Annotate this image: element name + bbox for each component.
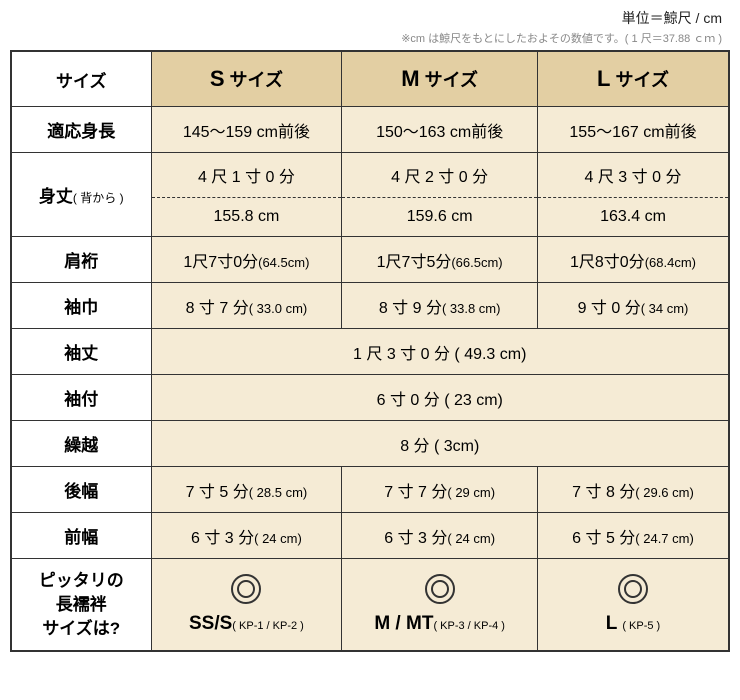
- cell: 4 尺 1 寸 0 分: [151, 153, 342, 198]
- cell: 8 分 ( 3cm): [151, 421, 729, 467]
- label-ushirohaba: 後幅: [11, 467, 151, 513]
- cell: 6 寸 5 分( 24.7 cm): [537, 513, 729, 559]
- cell: 8 寸 7 分( 33.0 cm): [151, 283, 342, 329]
- cell: 4 尺 3 寸 0 分: [537, 153, 729, 198]
- row-maehaba: 前幅 6 寸 3 分( 24 cm) 6 寸 3 分( 24 cm) 6 寸 5…: [11, 513, 729, 559]
- cell: 4 尺 2 寸 0 分: [342, 153, 538, 198]
- cell: 1尺7寸0分(64.5cm): [151, 237, 342, 283]
- unit-note: 単位＝鯨尺 / cm: [10, 8, 722, 28]
- row-yuki: 肩裄 1尺7寸0分(64.5cm) 1尺7寸5分(66.5cm) 1尺8寸0分(…: [11, 237, 729, 283]
- label-sodetsuke: 袖付: [11, 375, 151, 421]
- row-sodehaba: 袖巾 8 寸 7 分( 33.0 cm) 8 寸 9 分( 33.8 cm) 9…: [11, 283, 729, 329]
- circle-icon: [425, 574, 455, 604]
- label-juban: ピッタリの 長襦袢 サイズは?: [11, 559, 151, 652]
- col-l: L サイズ: [537, 51, 729, 107]
- cell: 8 寸 9 分( 33.8 cm): [342, 283, 538, 329]
- cell: 6 寸 3 分( 24 cm): [342, 513, 538, 559]
- juban-s: SS/S( KP-1 / KP-2 ): [151, 559, 342, 652]
- cell: 145～159 cm前後: [151, 107, 342, 153]
- cell: 150～163 cm前後: [342, 107, 538, 153]
- sub-note: ※cm は鯨尺をもとにしたおよその数値です。( 1 尺＝37.88 ｃｍ ): [10, 30, 722, 46]
- label-mitake: 身丈( 背から ): [11, 153, 151, 237]
- cell: 163.4 cm: [537, 198, 729, 237]
- row-mitake-1: 身丈( 背から ) 4 尺 1 寸 0 分 4 尺 2 寸 0 分 4 尺 3 …: [11, 153, 729, 198]
- cell: 159.6 cm: [342, 198, 538, 237]
- row-height: 適応身長 145～159 cm前後 150～163 cm前後 155～167 c…: [11, 107, 729, 153]
- cell: 1尺8寸0分(68.4cm): [537, 237, 729, 283]
- row-juban: ピッタリの 長襦袢 サイズは? SS/S( KP-1 / KP-2 ) M / …: [11, 559, 729, 652]
- size-table: サイズ S サイズ M サイズ L サイズ 適応身長 145～159 cm前後 …: [10, 50, 730, 652]
- row-ushirohaba: 後幅 7 寸 5 分( 28.5 cm) 7 寸 7 分( 29 cm) 7 寸…: [11, 467, 729, 513]
- row-sodetake: 袖丈 1 尺 3 寸 0 分 ( 49.3 cm): [11, 329, 729, 375]
- col-m: M サイズ: [342, 51, 538, 107]
- label-sodehaba: 袖巾: [11, 283, 151, 329]
- header-notes: 単位＝鯨尺 / cm ※cm は鯨尺をもとにしたおよその数値です。( 1 尺＝3…: [10, 8, 730, 46]
- circle-icon: [618, 574, 648, 604]
- row-kurikoshi: 繰越 8 分 ( 3cm): [11, 421, 729, 467]
- row-sodetsuke: 袖付 6 寸 0 分 ( 23 cm): [11, 375, 729, 421]
- cell: 6 寸 0 分 ( 23 cm): [151, 375, 729, 421]
- label-maehaba: 前幅: [11, 513, 151, 559]
- header-row: サイズ S サイズ M サイズ L サイズ: [11, 51, 729, 107]
- circle-icon: [231, 574, 261, 604]
- juban-m: M / MT( KP-3 / KP-4 ): [342, 559, 538, 652]
- label-kurikoshi: 繰越: [11, 421, 151, 467]
- cell: 7 寸 7 分( 29 cm): [342, 467, 538, 513]
- cell: 1 尺 3 寸 0 分 ( 49.3 cm): [151, 329, 729, 375]
- cell: 155～167 cm前後: [537, 107, 729, 153]
- header-rowhead: サイズ: [11, 51, 151, 107]
- label-yuki: 肩裄: [11, 237, 151, 283]
- cell: 7 寸 8 分( 29.6 cm): [537, 467, 729, 513]
- cell: 6 寸 3 分( 24 cm): [151, 513, 342, 559]
- cell: 155.8 cm: [151, 198, 342, 237]
- cell: 1尺7寸5分(66.5cm): [342, 237, 538, 283]
- cell: 9 寸 0 分( 34 cm): [537, 283, 729, 329]
- col-s: S サイズ: [151, 51, 342, 107]
- label-sodetake: 袖丈: [11, 329, 151, 375]
- cell: 7 寸 5 分( 28.5 cm): [151, 467, 342, 513]
- juban-l: L ( KP-5 ): [537, 559, 729, 652]
- label-height: 適応身長: [11, 107, 151, 153]
